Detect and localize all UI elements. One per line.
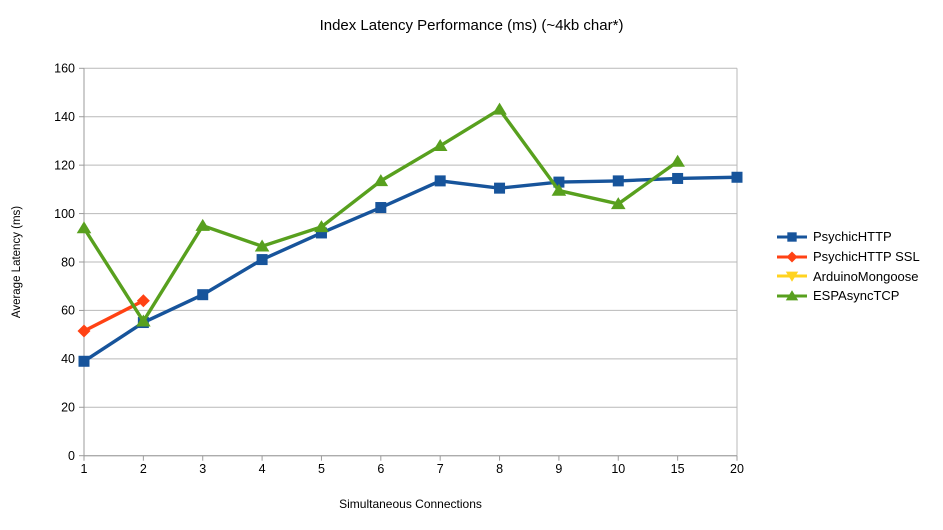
data-point-marker [786, 251, 798, 263]
x-tick-label: 10 [611, 462, 625, 476]
x-tick-label: 4 [259, 462, 266, 476]
y-tick-label: 120 [54, 158, 75, 172]
data-point-marker [551, 183, 567, 196]
data-point-marker [432, 138, 448, 151]
y-tick-label: 80 [61, 255, 75, 269]
legend-label: PsychicHTTP SSL [813, 249, 920, 265]
x-tick-label: 9 [555, 462, 562, 476]
x-tick-label: 3 [199, 462, 206, 476]
y-tick-label: 160 [54, 62, 75, 76]
x-tick-label: 15 [671, 462, 685, 476]
legend-label: ESPAsyncTCP [813, 288, 900, 304]
y-tick-label: 40 [61, 352, 75, 366]
data-point-marker [254, 239, 270, 252]
chart-title: Index Latency Performance (ms) (~4kb cha… [319, 17, 624, 34]
x-tick-label: 7 [437, 462, 444, 476]
data-point-marker [136, 294, 150, 308]
triangle-down-legend-icon [777, 271, 807, 282]
legend-label: ArduinoMongoose [813, 268, 919, 284]
data-point-marker [78, 355, 90, 367]
x-axis-title: Simultaneous Connections [339, 497, 482, 511]
y-tick-label: 0 [68, 449, 75, 463]
data-point-marker [785, 290, 799, 301]
legend-item-PsychicHTTP: PsychicHTTP [776, 227, 920, 247]
data-point-marker [434, 175, 446, 187]
x-tick-label: 2 [140, 462, 147, 476]
legend-label: PsychicHTTP [813, 229, 892, 245]
x-tick-label: 1 [81, 462, 88, 476]
x-tick-label: 6 [377, 462, 384, 476]
legend-item-PsychicHTTP-SSL: PsychicHTTP SSL [776, 247, 920, 267]
data-point-marker [315, 227, 327, 239]
data-point-marker [553, 176, 565, 188]
square-legend-icon [777, 232, 807, 242]
data-point-marker [314, 220, 329, 233]
series-PsychicHTTP [78, 171, 743, 367]
y-tick-label: 100 [54, 207, 75, 221]
x-tick-label: 5 [318, 462, 325, 476]
data-point-marker [494, 182, 506, 194]
y-tick-label: 140 [54, 110, 75, 124]
data-point-marker [785, 271, 799, 282]
x-tick-label: 20 [730, 462, 744, 476]
legend-item-ESPAsyncTCP: ESPAsyncTCP [776, 286, 920, 306]
data-point-marker [670, 154, 685, 167]
data-point-marker [136, 314, 151, 327]
data-point-marker [787, 232, 797, 242]
data-point-marker [76, 221, 92, 234]
series-line [82, 107, 679, 325]
diamond-legend-icon [777, 251, 807, 263]
data-point-marker [195, 218, 211, 231]
data-point-marker [492, 102, 507, 115]
legend-item-ArduinoMongoose: ArduinoMongoose [776, 266, 920, 286]
y-tick-label: 20 [61, 401, 75, 415]
series-PsychicHTTP-SSL [77, 294, 150, 338]
data-point-marker [256, 254, 268, 266]
data-point-marker [375, 202, 387, 214]
x-tick-label: 8 [496, 462, 503, 476]
data-point-marker [197, 289, 209, 301]
data-point-marker [373, 174, 389, 187]
data-point-marker [610, 197, 626, 210]
data-point-marker [731, 171, 743, 183]
data-point-marker [612, 175, 624, 187]
triangle-up-legend-icon [777, 290, 807, 301]
data-point-marker [77, 324, 91, 338]
series-line [83, 175, 738, 363]
y-tick-label: 60 [61, 304, 75, 318]
legend: PsychicHTTP PsychicHTTP SSL ArduinoMongoos… [776, 227, 920, 306]
series-ESPAsyncTCP [76, 102, 685, 327]
data-point-marker [672, 172, 684, 184]
